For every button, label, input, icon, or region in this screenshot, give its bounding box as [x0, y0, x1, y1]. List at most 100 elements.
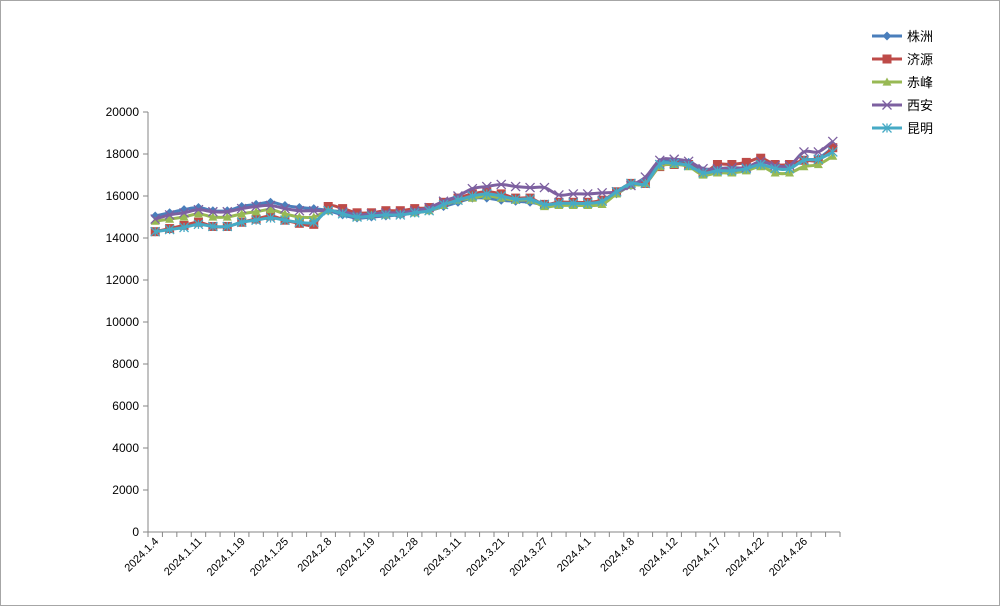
x-tick-label: 2024.3.27: [507, 536, 550, 579]
legend-item: 株洲: [872, 29, 933, 44]
data-point: [756, 153, 766, 163]
data-point: [222, 212, 232, 221]
data-point: [539, 182, 550, 193]
data-point: [265, 213, 276, 224]
data-point: [827, 136, 838, 147]
x-tick-label: 2024.1.11: [162, 536, 205, 579]
data-point: [294, 212, 304, 221]
y-tick-label: 20000: [106, 105, 140, 119]
data-point: [727, 160, 737, 169]
x-axis-tick-labels: 2024.1.4 2024.1.11 2024.1.19 2024.1.25 2024.…: [123, 536, 811, 579]
y-tick-label: 18000: [106, 147, 140, 161]
series-line: [154, 140, 834, 221]
data-point: [669, 158, 680, 169]
x-tick-label: 2024.3.11: [422, 536, 465, 579]
y-tick-label: 12000: [106, 273, 140, 287]
data-point: [409, 207, 420, 218]
data-point: [237, 209, 247, 218]
x-tick-label: 2024.2.19: [334, 536, 377, 579]
data-point: [683, 160, 694, 171]
data-point: [525, 182, 536, 193]
series-group: [150, 136, 838, 237]
data-point: [165, 214, 175, 223]
legend-label: 昆明: [907, 121, 933, 136]
data-point: [597, 196, 608, 207]
data-point: [179, 207, 190, 218]
data-point: [337, 208, 348, 219]
data-point: [726, 165, 737, 176]
legend-marker-icon: [882, 31, 892, 41]
data-point: [193, 219, 204, 230]
data-point: [784, 163, 795, 174]
y-tick-label: 14000: [106, 231, 140, 245]
data-point: [481, 188, 492, 199]
legend-marker-icon: [882, 123, 892, 133]
data-point: [395, 209, 406, 220]
data-point: [755, 159, 766, 170]
data-point: [251, 215, 262, 226]
data-point: [568, 188, 579, 199]
data-point: [366, 210, 377, 221]
data-point: [207, 206, 218, 217]
x-tick-label: 2024.4.17: [680, 536, 723, 579]
data-point: [150, 226, 161, 237]
data-point: [770, 163, 781, 174]
legend-item: 赤峰: [872, 75, 933, 90]
data-point: [251, 201, 262, 212]
data-point: [712, 165, 723, 176]
data-point: [813, 146, 824, 157]
data-point: [309, 212, 319, 221]
legend-label: 济源: [907, 52, 933, 67]
data-point: [279, 215, 290, 226]
data-point: [553, 189, 564, 200]
data-point: [308, 217, 319, 228]
data-point: [207, 221, 218, 232]
x-tick-label: 2024.2.28: [378, 536, 421, 579]
data-point: [582, 188, 593, 199]
data-point: [265, 200, 276, 211]
x-tick-label: 2024.2.8: [296, 536, 335, 575]
x-tick-label: 2024.1.4: [123, 536, 162, 575]
data-point: [323, 205, 334, 216]
series-4: [150, 146, 838, 237]
data-point: [424, 205, 435, 216]
data-point: [467, 191, 478, 201]
data-point: [280, 209, 290, 218]
data-point: [193, 204, 204, 215]
data-point: [438, 199, 449, 210]
legend-item: 济源: [872, 52, 933, 67]
data-point: [266, 205, 276, 214]
data-point: [481, 181, 492, 192]
y-tick-label: 2000: [112, 483, 139, 497]
data-point: [568, 198, 579, 209]
data-point: [698, 167, 709, 178]
data-point: [208, 212, 218, 221]
data-point: [798, 155, 809, 166]
data-point: [827, 146, 838, 157]
data-point: [164, 224, 175, 235]
data-point: [741, 163, 752, 174]
data-point: [741, 157, 751, 167]
y-axis-tick-labels: 0 2000 4000 6000 8000 10000 12000 14000 16000 180…: [106, 105, 140, 539]
data-point: [640, 178, 651, 189]
data-point: [251, 207, 261, 216]
data-point: [496, 179, 507, 190]
y-tick-label: 6000: [112, 399, 139, 413]
axes: [143, 111, 841, 537]
legend-marker-icon: [882, 54, 892, 64]
data-point: [611, 186, 622, 197]
y-tick-label: 8000: [112, 357, 139, 371]
legend-item: 昆明: [872, 121, 933, 136]
data-point: [467, 183, 478, 194]
data-point: [279, 203, 290, 214]
x-tick-label: 2024.4.22: [724, 536, 767, 579]
data-point: [222, 221, 233, 232]
data-point: [193, 209, 203, 218]
data-point: [510, 194, 521, 205]
x-tick-label: 2024.3.21: [464, 536, 507, 579]
x-tick-label: 2024.4.1: [555, 536, 594, 575]
data-point: [798, 146, 809, 157]
data-point: [179, 212, 189, 221]
